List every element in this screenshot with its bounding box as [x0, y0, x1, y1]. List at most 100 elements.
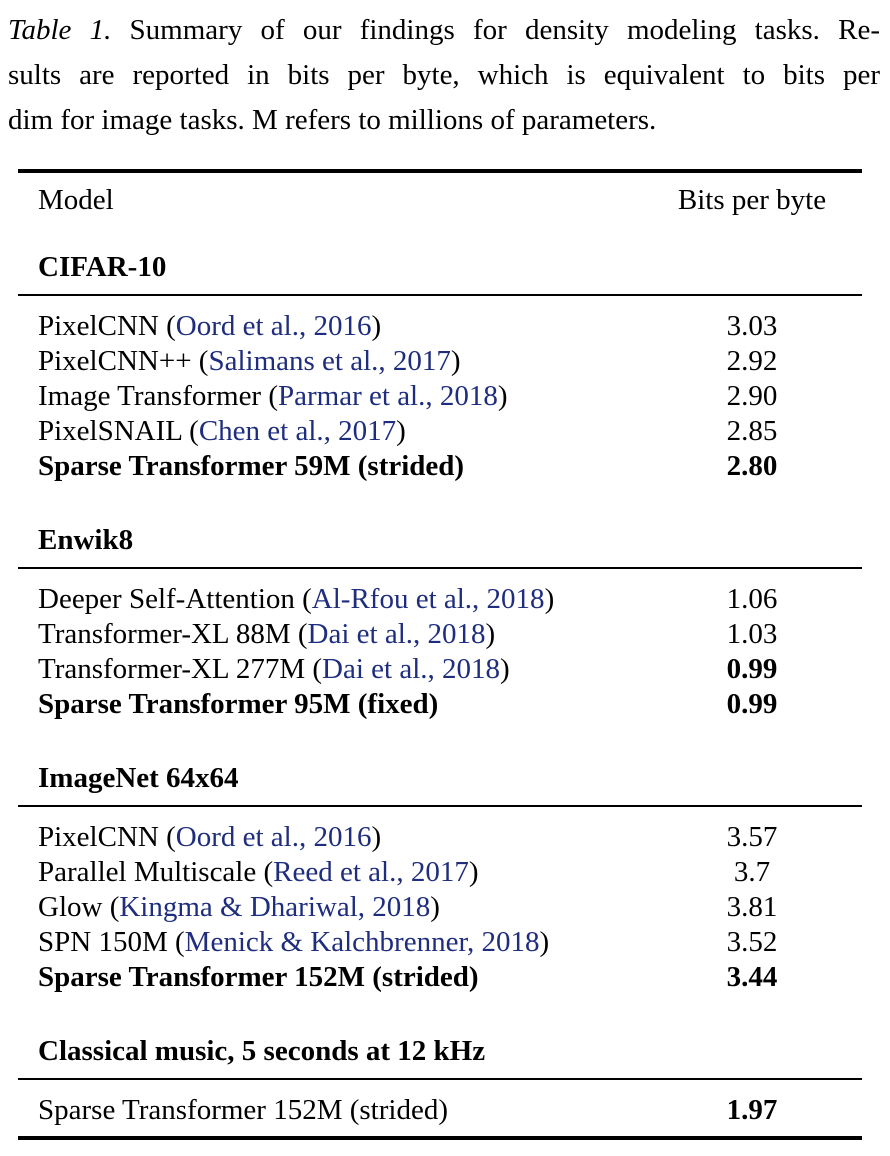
value-cell: 3.57	[726, 821, 778, 853]
table-row: Image Transformer (Parmar et al., 2018) …	[0, 379, 890, 414]
model-name-suffix: )	[500, 653, 510, 685]
model-name: PixelCNN (	[38, 310, 176, 342]
model-cell: Sparse Transformer 152M (strided)	[0, 1093, 637, 1128]
citation-link[interactable]: Dai et al., 2018	[322, 653, 500, 685]
section-rule	[18, 805, 862, 807]
model-cell: Transformer-XL 277M (Dai et al., 2018)	[0, 652, 637, 687]
model-name: Transformer-XL 88M (	[38, 618, 308, 650]
model-name: Sparse Transformer 95M (fixed)	[38, 688, 439, 720]
model-name-suffix: )	[450, 345, 461, 377]
model-cell: SPN 150M (Menick & Kalchbrenner, 2018)	[0, 925, 637, 960]
model-name: Parallel Multiscale (	[38, 856, 274, 888]
citation-link[interactable]: Oord et al., 2016	[175, 821, 372, 853]
model-name: Sparse Transformer 59M (strided)	[38, 450, 465, 482]
model-cell: Sparse Transformer 152M (strided)	[0, 960, 637, 995]
table-top-rule	[18, 169, 862, 173]
model-name: Deeper Self-Attention (	[38, 583, 312, 615]
section-rows-classical-music: Sparse Transformer 152M (strided) 1.97	[0, 1093, 890, 1128]
table-row: Transformer-XL 277M (Dai et al., 2018) 0…	[0, 652, 890, 687]
model-name-suffix: )	[371, 821, 382, 853]
table-row: Glow (Kingma & Dhariwal, 2018) 3.81	[0, 890, 890, 925]
value-cell: 3.03	[726, 310, 778, 342]
table-row: Sparse Transformer 59M (strided) 2.80	[0, 449, 890, 484]
model-name: Image Transformer (	[38, 380, 279, 412]
citation-link[interactable]: Kingma & Dhariwal, 2018	[119, 891, 431, 923]
value-cell: 2.80	[726, 450, 778, 482]
model-cell: PixelCNN (Oord et al., 2016)	[0, 820, 637, 855]
section-rule	[18, 294, 862, 296]
model-cell: Parallel Multiscale (Reed et al., 2017)	[0, 855, 637, 890]
section-heading-enwik8: Enwik8	[38, 524, 134, 556]
model-name: Sparse Transformer 152M (strided)	[38, 1094, 448, 1126]
section-heading-cifar10: CIFAR-10	[38, 251, 167, 283]
citation-link[interactable]: Al-Rfou et al., 2018	[311, 583, 545, 615]
value-cell: 2.92	[726, 345, 778, 377]
model-cell: Glow (Kingma & Dhariwal, 2018)	[0, 890, 637, 925]
column-header-model: Model	[38, 184, 114, 216]
table-row: PixelCNN++ (Salimans et al., 2017) 2.92	[0, 344, 890, 379]
table-row: Sparse Transformer 152M (strided) 3.44	[0, 960, 890, 995]
section-rule	[18, 567, 862, 569]
value-cell: 1.97	[726, 1094, 778, 1126]
model-name: SPN 150M (	[38, 926, 185, 958]
model-name: PixelCNN++ (	[38, 345, 209, 377]
model-name-suffix: )	[396, 415, 406, 447]
section-rule	[18, 1078, 862, 1080]
value-cell: 3.81	[726, 891, 778, 923]
section-rows-enwik8: Deeper Self-Attention (Al-Rfou et al., 2…	[0, 582, 890, 722]
model-name-suffix: )	[468, 856, 479, 888]
model-name-suffix: )	[544, 583, 555, 615]
value-cell: 0.99	[726, 653, 778, 685]
model-name: Transformer-XL 277M (	[38, 653, 323, 685]
model-cell: PixelCNN++ (Salimans et al., 2017)	[0, 344, 637, 379]
value-cell: 3.44	[726, 961, 778, 993]
section-heading-imagenet64: ImageNet 64x64	[38, 762, 239, 794]
section-rows-cifar10: PixelCNN (Oord et al., 2016) 3.03 PixelC…	[0, 309, 890, 484]
citation-link[interactable]: Salimans et al., 2017	[208, 345, 451, 377]
model-name: PixelCNN (	[38, 821, 176, 853]
model-cell: PixelCNN (Oord et al., 2016)	[0, 309, 637, 344]
table-row: Parallel Multiscale (Reed et al., 2017) …	[0, 855, 890, 890]
citation-link[interactable]: Parmar et al., 2018	[278, 380, 498, 412]
model-name: Sparse Transformer 152M (strided)	[38, 961, 479, 993]
value-cell: 3.52	[726, 926, 778, 958]
citation-link[interactable]: Chen et al., 2017	[198, 415, 397, 447]
section-rows-imagenet64: PixelCNN (Oord et al., 2016) 3.57 Parall…	[0, 820, 890, 995]
caption-text-1: Summary of our findings for density mode…	[129, 14, 880, 46]
table-row: SPN 150M (Menick & Kalchbrenner, 2018) 3…	[0, 925, 890, 960]
value-cell: 2.90	[726, 380, 778, 412]
model-cell: Transformer-XL 88M (Dai et al., 2018)	[0, 617, 637, 652]
table-row: Deeper Self-Attention (Al-Rfou et al., 2…	[0, 582, 890, 617]
model-name: PixelSNAIL (	[38, 415, 199, 447]
citation-link[interactable]: Oord et al., 2016	[175, 310, 372, 342]
value-cell: 3.7	[733, 856, 771, 888]
model-cell: Sparse Transformer 95M (fixed)	[0, 687, 637, 722]
value-cell: 0.99	[726, 688, 778, 720]
value-cell: 1.03	[726, 618, 778, 650]
table-caption: Table 1. Summary of our findings for den…	[0, 0, 890, 143]
model-cell: Sparse Transformer 59M (strided)	[0, 449, 637, 484]
model-name-suffix: )	[485, 618, 496, 650]
caption-line-2: sults are reported in bits per byte, whi…	[8, 59, 880, 91]
table-row: PixelCNN (Oord et al., 2016) 3.03	[0, 309, 890, 344]
citation-link[interactable]: Menick & Kalchbrenner, 2018	[184, 926, 540, 958]
value-cell: 1.06	[726, 583, 778, 615]
table-bottom-rule	[18, 1136, 862, 1140]
model-name-suffix: )	[371, 310, 382, 342]
model-name: Glow (	[38, 891, 120, 923]
model-name-suffix: )	[430, 891, 440, 923]
table-row: Transformer-XL 88M (Dai et al., 2018) 1.…	[0, 617, 890, 652]
model-cell: PixelSNAIL (Chen et al., 2017)	[0, 414, 637, 449]
caption-label: Table 1.	[8, 14, 112, 46]
table-row: PixelSNAIL (Chen et al., 2017) 2.85	[0, 414, 890, 449]
model-name-suffix: )	[497, 380, 508, 412]
citation-link[interactable]: Reed et al., 2017	[273, 856, 469, 888]
value-cell: 2.85	[726, 415, 778, 447]
table-row: Sparse Transformer 152M (strided) 1.97	[0, 1093, 890, 1128]
citation-link[interactable]: Dai et al., 2018	[307, 618, 486, 650]
table-header-row: Model Bits per byte	[0, 183, 890, 218]
table-row: PixelCNN (Oord et al., 2016) 3.57	[0, 820, 890, 855]
section-heading-classical-music: Classical music, 5 seconds at 12 kHz	[38, 1035, 486, 1067]
model-name-suffix: )	[539, 926, 550, 958]
